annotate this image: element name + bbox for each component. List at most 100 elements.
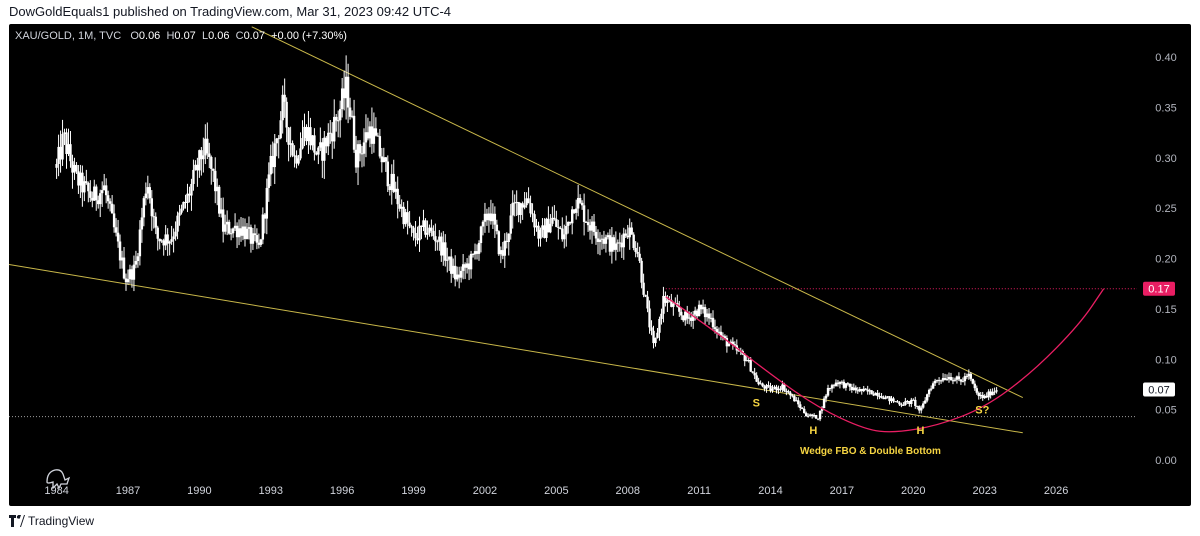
- candle-body: [396, 188, 399, 205]
- candle-body: [380, 156, 384, 163]
- candle-body: [820, 408, 824, 411]
- candle-body: [126, 279, 130, 283]
- chart-area[interactable]: 0.40 0.35 0.30 0.25 0.20 0.15 0.10 0.05 0.00 1984…: [9, 24, 1191, 506]
- candle-body: [503, 240, 506, 256]
- candle-body: [178, 212, 181, 216]
- x-tick-label: 2002: [473, 485, 497, 497]
- candle-body: [402, 206, 405, 225]
- candle-body: [939, 380, 943, 382]
- candle-body: [547, 218, 550, 233]
- candle-body: [751, 371, 754, 373]
- candle-body: [229, 233, 233, 235]
- candle-body: [836, 382, 840, 385]
- candle-body: [773, 386, 776, 389]
- candle-body: [428, 227, 431, 233]
- candle-body: [840, 381, 844, 383]
- candle-body: [799, 404, 802, 409]
- candle-body: [648, 308, 651, 328]
- chart-canvas[interactable]: 0.40 0.35 0.30 0.25 0.20 0.15 0.10 0.05 0.00 1984…: [9, 24, 1191, 506]
- candle-body: [301, 138, 304, 149]
- candle-body: [479, 226, 483, 244]
- candle-body: [606, 235, 610, 238]
- y-tick-label: 0.15: [1155, 304, 1176, 316]
- candle-body: [148, 187, 152, 199]
- candle-body: [122, 257, 126, 279]
- candle-body: [723, 336, 727, 339]
- candle-body: [886, 396, 889, 398]
- candle-body: [253, 233, 257, 236]
- candle-body: [987, 391, 990, 398]
- candle-body: [521, 203, 524, 208]
- candle-body: [795, 400, 798, 402]
- candle-body: [941, 378, 945, 381]
- candle-body: [259, 239, 263, 245]
- candle-body: [194, 164, 197, 170]
- candle-body: [89, 191, 92, 198]
- candle-body: [846, 383, 850, 385]
- tradingview-logo-icon[interactable]: [9, 515, 25, 527]
- candle-body: [134, 261, 138, 265]
- publisher-text: DowGoldEquals1 published on TradingView.…: [9, 4, 452, 19]
- candle-body: [892, 398, 895, 402]
- candle-body: [241, 226, 245, 236]
- candle-body: [666, 300, 669, 303]
- candle-body: [612, 237, 616, 250]
- candle-body: [110, 203, 114, 214]
- candle-body: [186, 193, 189, 203]
- candle-body: [602, 238, 606, 244]
- candle-body: [864, 388, 867, 390]
- candle-body: [922, 403, 925, 408]
- candle-body: [313, 135, 316, 153]
- candle-body: [670, 299, 673, 307]
- symbol-legend: XAU/GOLD, 1M, TVC O0.06 H0.07 L0.06 C0.0…: [15, 30, 347, 42]
- candle-body: [757, 381, 760, 385]
- candle-body: [350, 115, 354, 117]
- candle-body: [392, 173, 395, 192]
- candle-body: [251, 233, 255, 244]
- candle-body: [574, 208, 578, 213]
- candle-body: [362, 142, 366, 154]
- candle-body: [854, 387, 857, 391]
- candle-body: [955, 376, 959, 380]
- candle-body: [862, 388, 865, 392]
- candle-body: [493, 213, 497, 225]
- candle-body: [212, 168, 215, 171]
- x-tick-label: 1984: [44, 485, 68, 497]
- price-badge: [1143, 382, 1175, 397]
- y-tick-label: 0.30: [1155, 153, 1176, 165]
- candle-body: [515, 201, 518, 203]
- candle-body: [983, 395, 986, 399]
- candle-body: [450, 256, 453, 274]
- candle-body: [646, 296, 649, 309]
- candle-body: [261, 214, 265, 240]
- candle-body: [571, 209, 574, 224]
- candle-body: [642, 282, 645, 295]
- candle-body: [487, 213, 491, 221]
- candle-body: [174, 231, 177, 237]
- candle-body: [218, 186, 221, 214]
- candle-body: [299, 148, 302, 159]
- candle-body: [924, 400, 927, 404]
- candle-body: [390, 173, 393, 191]
- tradingview-brand[interactable]: TradingView: [28, 514, 95, 528]
- annotation-label: H: [916, 425, 924, 437]
- candle-body: [860, 388, 863, 392]
- candle-body: [991, 391, 994, 396]
- candle-body: [99, 193, 102, 205]
- candle-body: [434, 236, 437, 242]
- candle-body: [329, 132, 332, 134]
- x-tick-label: 1990: [187, 485, 211, 497]
- candle-body: [555, 219, 558, 227]
- candle-body: [188, 193, 191, 196]
- candle-body: [180, 208, 183, 213]
- candle-body: [231, 228, 235, 234]
- candle-body: [779, 388, 782, 390]
- x-tick-label: 2008: [615, 485, 639, 497]
- candle-body: [311, 135, 314, 146]
- candle-body: [953, 379, 957, 381]
- candle-body: [870, 390, 873, 395]
- candle-body: [576, 197, 580, 209]
- candle-body: [699, 304, 703, 310]
- candle-body: [682, 315, 685, 321]
- candle-body: [551, 217, 554, 224]
